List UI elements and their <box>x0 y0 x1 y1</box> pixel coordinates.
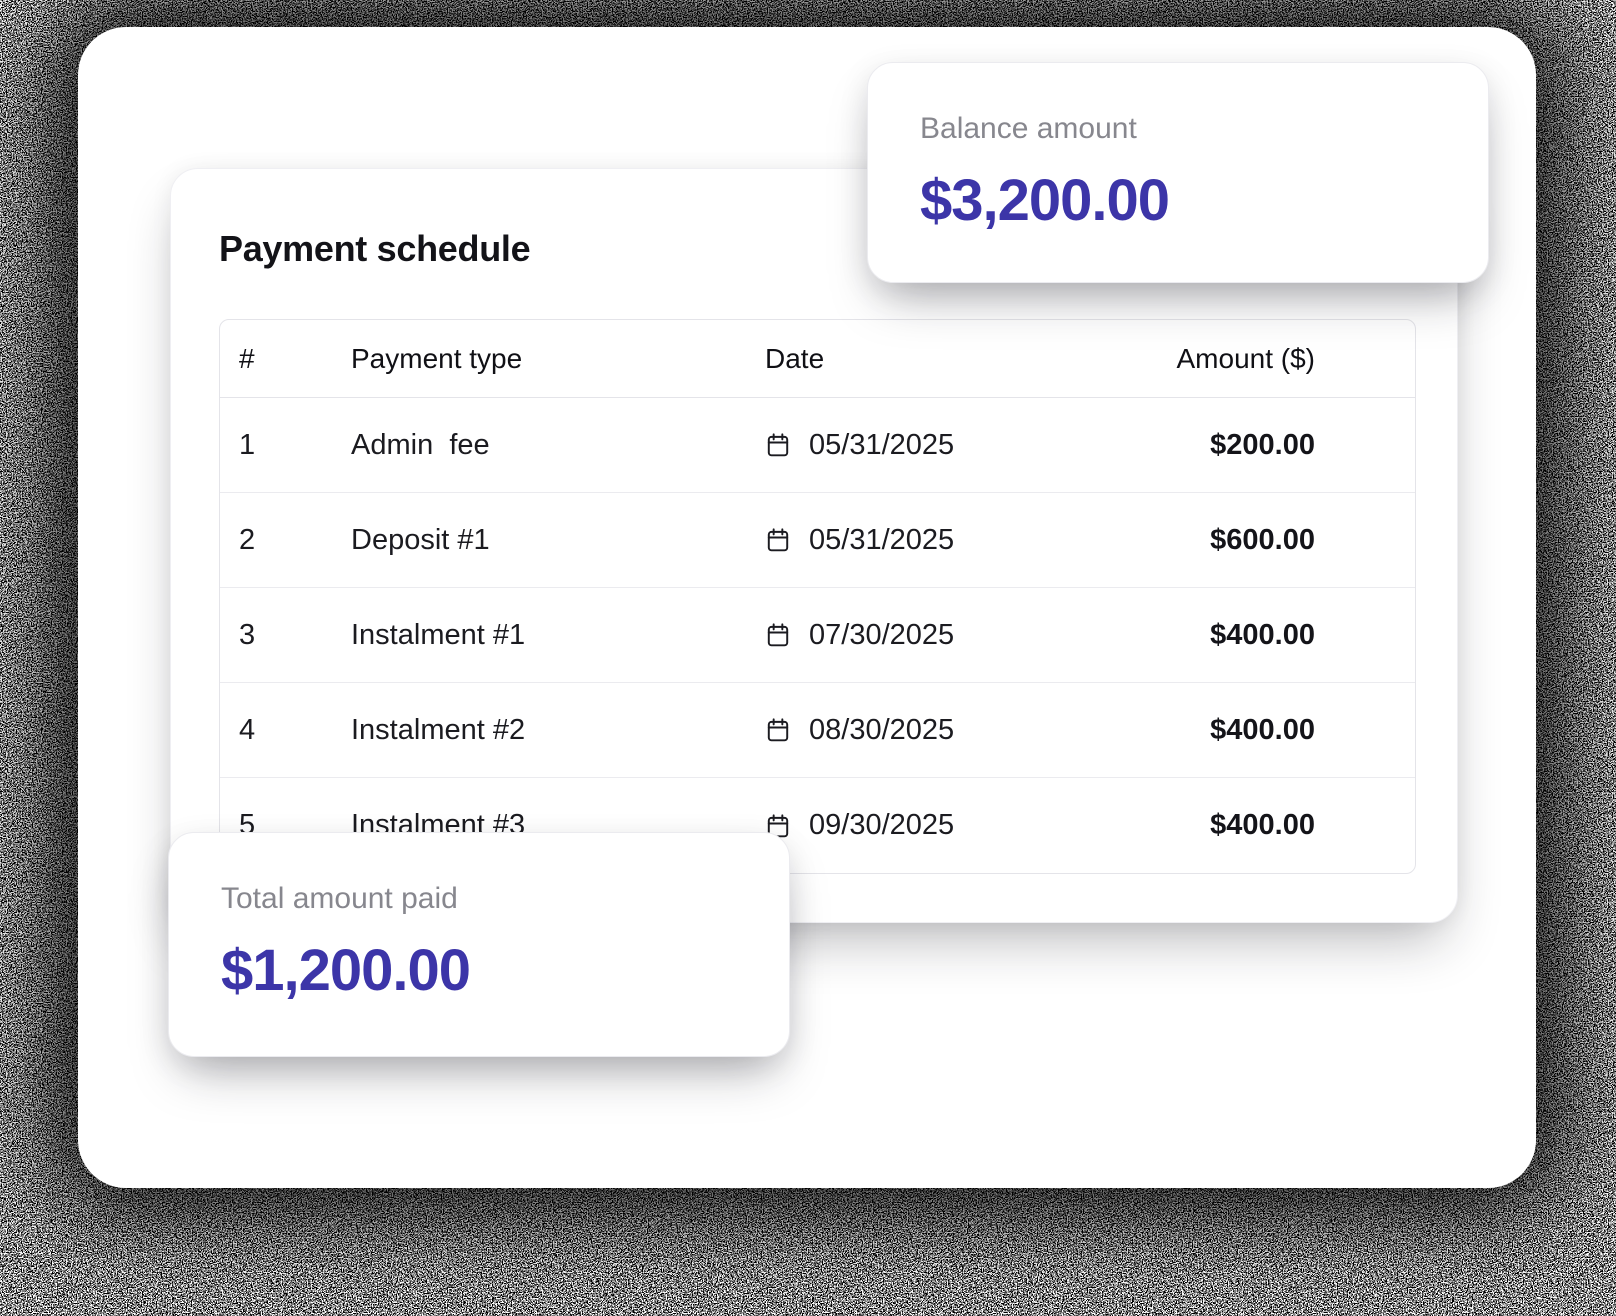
calendar-icon <box>767 623 789 647</box>
column-header-date: Date <box>765 342 825 374</box>
payment-date: 05/31/2025 <box>765 524 1085 557</box>
payment-amount: $400.00 <box>1210 809 1315 841</box>
table-header-row: # Payment type Date Amount ($) <box>220 320 1415 398</box>
date-text: 08/30/2025 <box>809 713 955 746</box>
payment-amount: $200.00 <box>1210 428 1315 461</box>
date-text: 05/31/2025 <box>809 523 955 556</box>
payment-amount: $400.00 <box>1210 618 1315 651</box>
calendar-icon <box>767 433 789 457</box>
payment-date: 07/30/2025 <box>765 619 1085 652</box>
total-amount-paid-card: Total amount paid $1,200.00 <box>168 832 790 1057</box>
page-title: Payment schedule <box>219 228 531 269</box>
row-index: 4 <box>239 713 256 746</box>
total-amount-paid-label: Total amount paid <box>221 882 458 915</box>
balance-amount-card: Balance amount $3,200.00 <box>867 62 1489 283</box>
table-row: 2 Deposit #1 05/31/2025 $600.00 <box>220 493 1415 588</box>
payment-amount: $600.00 <box>1210 523 1315 556</box>
total-amount-paid-value: $1,200.00 <box>221 938 471 1003</box>
table-row: 3 Instalment #1 07/30/2025 $400.00 <box>220 588 1415 683</box>
table-row: 4 Instalment #2 08/30/2025 $400.00 <box>220 683 1415 778</box>
payment-type: Instalment #1 <box>351 618 526 651</box>
date-text: 05/31/2025 <box>809 428 955 461</box>
payment-date: 08/30/2025 <box>765 714 1085 747</box>
table-body: 1 Admin fee 05/31/2025 $200.00 2 Deposit… <box>220 398 1415 873</box>
payment-type: Admin fee <box>351 428 490 461</box>
row-index: 2 <box>239 523 256 556</box>
payment-table: # Payment type Date Amount ($) 1 Admin f… <box>219 319 1416 874</box>
row-index: 3 <box>239 618 256 651</box>
date-text: 09/30/2025 <box>809 809 955 841</box>
calendar-icon <box>767 718 789 742</box>
payment-date: 05/31/2025 <box>765 429 1085 462</box>
balance-amount-value: $3,200.00 <box>920 168 1170 233</box>
payment-schedule-card: Payment schedule # Payment type Date Amo… <box>170 168 1458 923</box>
row-index: 1 <box>239 428 256 461</box>
payment-amount: $400.00 <box>1210 713 1315 746</box>
date-text: 07/30/2025 <box>809 618 955 651</box>
table-row: 1 Admin fee 05/31/2025 $200.00 <box>220 398 1415 493</box>
payment-date: 09/30/2025 <box>765 809 1085 842</box>
column-header-payment-type: Payment type <box>351 342 523 374</box>
column-header-index: # <box>239 342 255 374</box>
column-header-amount: Amount ($) <box>1176 342 1316 374</box>
payment-type: Deposit #1 <box>351 523 490 556</box>
calendar-icon <box>767 528 789 552</box>
balance-amount-label: Balance amount <box>920 112 1137 145</box>
payment-type: Instalment #2 <box>351 713 526 746</box>
